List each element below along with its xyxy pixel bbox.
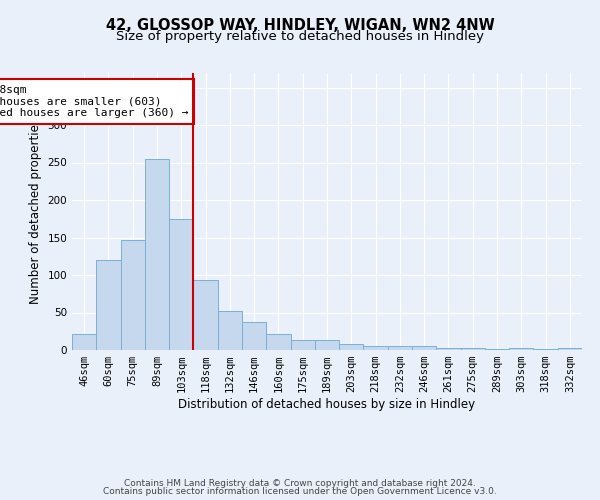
Bar [72,334,96,350]
Bar [364,346,388,350]
Text: 42 GLOSSOP WAY: 108sqm
← 63% of detached houses are smaller (603)
37% of semi-de: 42 GLOSSOP WAY: 108sqm ← 63% of detached… [0,85,188,118]
Text: 42, GLOSSOP WAY, HINDLEY, WIGAN, WN2 4NW: 42, GLOSSOP WAY, HINDLEY, WIGAN, WN2 4NW [106,18,494,32]
Bar [509,348,533,350]
Bar [218,311,242,350]
Bar [412,346,436,350]
Bar [266,334,290,350]
Text: Size of property relative to detached houses in Hindley: Size of property relative to detached ho… [116,30,484,43]
Bar [436,348,461,350]
Bar [242,322,266,350]
Bar [315,340,339,350]
Bar [558,348,582,350]
Bar [533,348,558,350]
Bar [485,348,509,350]
Y-axis label: Number of detached properties: Number of detached properties [29,118,42,304]
Bar [290,340,315,350]
Bar [461,348,485,350]
Bar [96,260,121,350]
Text: Contains public sector information licensed under the Open Government Licence v3: Contains public sector information licen… [103,487,497,496]
Bar [121,240,145,350]
Bar [193,280,218,350]
X-axis label: Distribution of detached houses by size in Hindley: Distribution of detached houses by size … [178,398,476,411]
Bar [169,219,193,350]
Bar [339,344,364,350]
Bar [388,346,412,350]
Text: Contains HM Land Registry data © Crown copyright and database right 2024.: Contains HM Land Registry data © Crown c… [124,478,476,488]
Bar [145,159,169,350]
